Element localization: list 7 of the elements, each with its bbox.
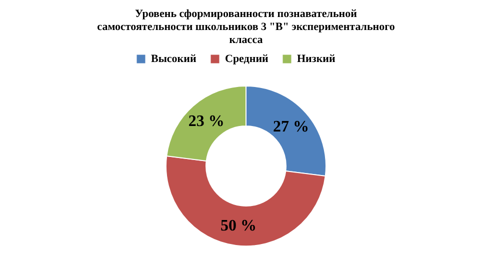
- data-label: 23 %: [188, 112, 224, 130]
- chart-title: Уровень сформированности познавательной самостоятельности школьников 3 "В" экспериментального класса: [97, 8, 396, 46]
- data-label: 27 %: [273, 118, 310, 136]
- legend-label: Низкий: [297, 53, 336, 65]
- data-label: 50 %: [220, 218, 256, 235]
- legend-label: Высокий: [151, 53, 197, 65]
- legend-label: Средний: [225, 53, 270, 65]
